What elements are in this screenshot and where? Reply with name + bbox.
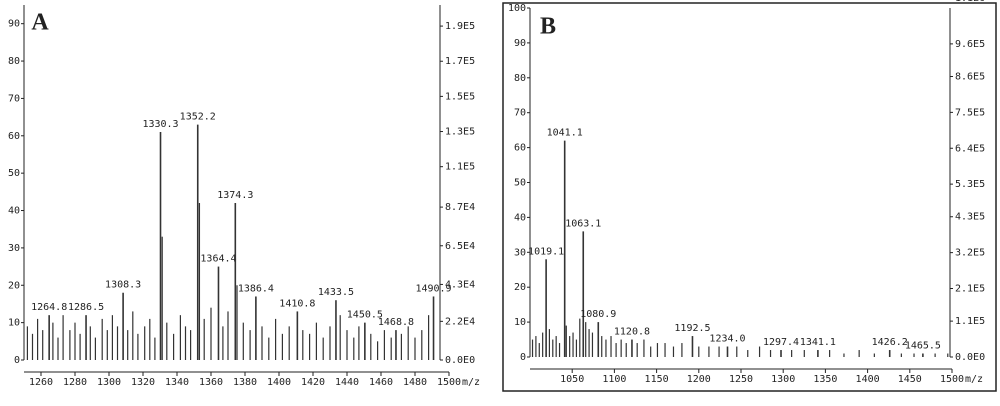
panel-title: B xyxy=(540,14,556,40)
peak-label: 1426.2 xyxy=(872,337,908,348)
y-tick-label: 70 xyxy=(8,93,20,104)
y2-tick-label: 7.5E5 xyxy=(955,107,985,118)
y-tick-label: 60 xyxy=(8,131,20,142)
x-tick-label: 1050 xyxy=(560,374,584,385)
y2-tick-label: 6.4E5 xyxy=(955,143,985,154)
peak-label: 1063.1 xyxy=(565,218,601,229)
y2-tick-label: 3.2E5 xyxy=(955,248,985,259)
y-tick-label: 20 xyxy=(514,282,526,293)
y2-tick-label: 1.7E5 xyxy=(445,56,475,67)
peak-label: 1465.5 xyxy=(905,341,941,352)
x-tick-label: 1500 xyxy=(437,377,461,388)
y-tick-label: 20 xyxy=(8,280,20,291)
y2-tick-label: 4.3E4 xyxy=(445,279,475,290)
y-tick-label: 10 xyxy=(8,318,20,329)
peak-label: 1330.3 xyxy=(142,119,178,130)
x-tick-label: 1300 xyxy=(97,377,121,388)
y-tick-label: 30 xyxy=(8,243,20,254)
x-axis-label: m/z xyxy=(965,374,983,385)
y-tick-label: 30 xyxy=(514,247,526,258)
peak-label: 1308.3 xyxy=(105,280,141,291)
x-tick-label: 1200 xyxy=(687,374,711,385)
y-tick-label: 90 xyxy=(514,38,526,49)
y-tick-label: 100 xyxy=(508,3,526,14)
x-tick-label: 1280 xyxy=(63,377,87,388)
panel-title: A xyxy=(31,10,49,36)
y2-tick-label: 4.3E5 xyxy=(955,212,985,223)
peak-label: 1410.8 xyxy=(279,298,315,309)
y2-tick-label: 2.2E4 xyxy=(445,316,475,327)
peak-label: 1386.4 xyxy=(238,283,274,294)
peak-label: 1192.5 xyxy=(674,323,710,334)
y-tick-label: 0 xyxy=(520,352,526,363)
x-tick-label: 1480 xyxy=(403,377,427,388)
y-tick-label: 80 xyxy=(8,56,20,67)
x-tick-label: 1440 xyxy=(335,377,359,388)
x-tick-label: 1450 xyxy=(898,374,922,385)
y2-tick-label: 0.0E0 xyxy=(445,355,475,366)
x-tick-label: 1300 xyxy=(771,374,795,385)
y2-tick-label: 1.3E5 xyxy=(445,127,475,138)
peak-label: 1433.5 xyxy=(318,287,354,298)
y-tick-label: 60 xyxy=(514,143,526,154)
peak-label: 1234.0 xyxy=(709,334,745,345)
y-tick-label: 40 xyxy=(514,212,526,223)
x-tick-label: 1360 xyxy=(199,377,223,388)
x-tick-label: 1100 xyxy=(602,374,626,385)
y-tick-label: 90 xyxy=(8,19,20,30)
x-tick-label: 1260 xyxy=(29,377,53,388)
x-tick-label: 1250 xyxy=(729,374,753,385)
y2-tick-label: 1.1E6 xyxy=(955,0,985,4)
panel-frame xyxy=(502,2,997,392)
y2-tick-label: 1.1E5 xyxy=(445,162,475,173)
y-tick-label: 10 xyxy=(514,317,526,328)
y2-tick-label: 9.6E5 xyxy=(955,39,985,50)
y-tick-label: 50 xyxy=(514,178,526,189)
x-tick-label: 1320 xyxy=(131,377,155,388)
y2-tick-label: 8.6E5 xyxy=(955,71,985,82)
x-tick-label: 1400 xyxy=(856,374,880,385)
peak-label: 1041.1 xyxy=(547,128,583,139)
x-tick-label: 1460 xyxy=(369,377,393,388)
peak-label: 1120.8 xyxy=(614,327,650,338)
peak-label: 1264.8 xyxy=(31,302,67,313)
peak-label: 1019.1 xyxy=(528,246,564,257)
peak-label: 1352.2 xyxy=(180,112,216,123)
peak-label: 1286.5 xyxy=(68,302,104,313)
x-axis-label: m/z xyxy=(462,377,480,388)
x-tick-label: 1340 xyxy=(165,377,189,388)
y2-tick-label: 1.9E5 xyxy=(445,21,475,32)
x-tick-label: 1150 xyxy=(645,374,669,385)
x-tick-label: 1420 xyxy=(301,377,325,388)
y-tick-label: 40 xyxy=(8,206,20,217)
y2-tick-label: 5.3E5 xyxy=(955,179,985,190)
x-tick-label: 1350 xyxy=(813,374,837,385)
y2-tick-label: 6.5E4 xyxy=(445,241,475,252)
peak-label: 1080.9 xyxy=(580,309,616,320)
peak-label: 1490.9 xyxy=(415,283,451,294)
x-tick-label: 1400 xyxy=(267,377,291,388)
y2-tick-label: 0.0E0 xyxy=(955,352,985,363)
y-tick-label: 80 xyxy=(514,73,526,84)
x-tick-label: 1500 xyxy=(940,374,964,385)
y-tick-label: 70 xyxy=(514,108,526,119)
y2-tick-label: 1.5E5 xyxy=(445,91,475,102)
peak-label: 1450.5 xyxy=(347,310,383,321)
peak-label: 1374.3 xyxy=(217,190,253,201)
x-tick-label: 1380 xyxy=(233,377,257,388)
y2-tick-label: 1.1E5 xyxy=(955,316,985,327)
y2-tick-label: 8.7E4 xyxy=(445,202,475,213)
peak-label: 1364.4 xyxy=(200,254,236,265)
y-tick-label: 0 xyxy=(14,355,20,366)
peak-label: 1468.8 xyxy=(378,317,414,328)
y2-tick-label: 2.1E5 xyxy=(955,284,985,295)
peak-label: 1341.1 xyxy=(800,337,836,348)
y-tick-label: 50 xyxy=(8,168,20,179)
peak-label: 1297.4 xyxy=(763,337,799,348)
